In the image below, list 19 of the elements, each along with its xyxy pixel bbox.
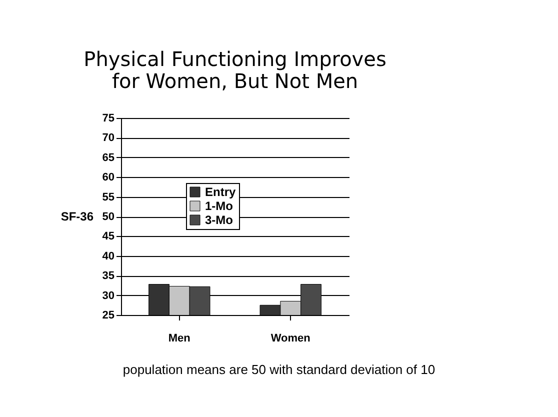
text: population means are 50 with standard deviation of 10 — [122, 362, 436, 377]
y-tick-label: 55 — [102, 191, 114, 204]
y-tick-label: 65 — [102, 152, 114, 164]
y-tick-label: 50 — [102, 211, 114, 223]
y-tick-label: 25 — [102, 310, 114, 322]
x-tick-label: Women — [270, 332, 311, 344]
legend-label: 3-Mo — [205, 213, 233, 227]
y-tick-label: 30 — [102, 290, 114, 302]
y-tick-label: 75 — [102, 112, 114, 124]
y-tick-label: 35 — [102, 270, 114, 282]
y-axis-title: SF-36 — [60, 210, 94, 224]
legend-label: Entry — [205, 185, 236, 199]
y-tick-label: 60 — [102, 172, 114, 184]
y-tick-label: 45 — [102, 230, 114, 243]
y-tick-label: 70 — [102, 132, 114, 144]
y-tick-label: 40 — [102, 250, 114, 262]
chart-title: Physical Functioning Improves for Women, But Not Men — [84, 47, 386, 93]
x-tick-label: Men — [168, 332, 191, 344]
legend-label: 1-Mo — [205, 199, 233, 213]
